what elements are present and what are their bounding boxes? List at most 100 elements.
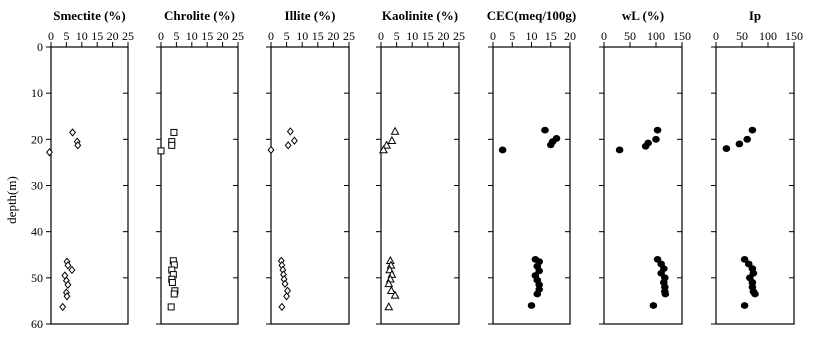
data-point (390, 290, 400, 299)
data-point (168, 141, 176, 149)
data-point (384, 278, 394, 288)
panel-frame (50, 46, 129, 325)
data-point (527, 302, 536, 309)
data-point (63, 292, 71, 301)
y-tick-label: 50 (31, 271, 43, 285)
data-point (652, 135, 660, 143)
data-point (390, 126, 400, 135)
data-point (170, 290, 178, 298)
data-point (722, 145, 731, 152)
data-point (157, 147, 165, 155)
data-point (69, 128, 77, 137)
x-tick-label: 10 (76, 29, 88, 43)
data-point (386, 285, 396, 295)
x-tick-label: 0 (158, 29, 164, 43)
x-tick-label: 5 (173, 29, 179, 43)
x-tick-label: 150 (785, 29, 803, 43)
x-tick-label: 50 (736, 29, 748, 43)
data-point (387, 135, 397, 145)
y-tick-label: 30 (31, 179, 43, 193)
data-point (284, 141, 292, 150)
x-tick-label: 50 (624, 29, 636, 43)
x-tick-label: 15 (312, 29, 324, 43)
data-point (278, 302, 286, 312)
x-tick-label: 15 (201, 29, 213, 43)
data-point (168, 278, 176, 286)
x-tick-label: 15 (91, 29, 103, 43)
x-tick-label: 0 (713, 29, 719, 43)
x-tick-label: 0 (48, 29, 54, 43)
data-point (743, 135, 751, 143)
panels: Smectite (%)0 5 10 15 20 250102030405060Chrol… (31, 8, 803, 331)
panel-frame (270, 46, 350, 325)
panel-frame (603, 46, 683, 325)
data-point (735, 140, 744, 148)
y-tick-label: 20 (31, 132, 43, 146)
y-tick-label: 40 (31, 225, 43, 239)
panel-title: Smectite (%) (53, 8, 126, 23)
x-tick-label: 25 (232, 29, 244, 43)
data-point (64, 261, 72, 270)
data-point (64, 280, 72, 289)
panel-6: wL (%) 0 50 100 150 (599, 8, 691, 325)
y-axis-label: depth(m) (4, 176, 19, 224)
x-tick-label: 100 (759, 29, 777, 43)
y-tick-label: 0 (37, 40, 43, 54)
x-tick-label: 0 (268, 29, 274, 43)
x-tick-label: 15 (422, 29, 434, 43)
panel-5: CEC(meq/100g) 0 5 10 15 20 (487, 8, 577, 325)
x-tick-label: 20 (217, 29, 229, 43)
panel-7: Ip 0 50 100 150 (711, 8, 803, 325)
x-tick-label: 20 (327, 29, 339, 43)
data-point (653, 126, 662, 134)
data-point (170, 128, 178, 136)
data-point (283, 292, 291, 301)
data-point (533, 290, 542, 298)
data-point (74, 141, 82, 150)
data-point (661, 290, 670, 298)
x-tick-label: 0 (490, 29, 496, 43)
panel-frame (492, 46, 571, 325)
data-point (59, 302, 67, 312)
x-tick-label: 5 (509, 29, 515, 43)
x-tick-label: 25 (343, 29, 355, 43)
data-point (740, 255, 749, 263)
data-point (541, 126, 549, 134)
x-tick-label: 25 (122, 29, 134, 43)
x-tick-label: 20 (564, 29, 576, 43)
x-tick-label: 25 (453, 29, 465, 43)
panel-3: Illite (%) 0 5 10 15 20 25 (266, 8, 355, 325)
panel-title: Chrolite (%) (164, 8, 235, 23)
data-point (649, 302, 658, 309)
x-tick-label: 0 (378, 29, 384, 43)
data-point (267, 145, 275, 155)
x-tick-label: 100 (647, 29, 665, 43)
panel-title: wL (%) (622, 8, 664, 23)
panel-title: CEC(meq/100g) (487, 8, 577, 23)
x-tick-label: 15 (545, 29, 557, 43)
data-point (740, 302, 749, 309)
x-tick-label: 10 (186, 29, 198, 43)
x-tick-label: 5 (284, 29, 290, 43)
data-point (384, 302, 394, 311)
x-tick-label: 0 (601, 29, 607, 43)
x-tick-label: 10 (406, 29, 418, 43)
data-point (284, 286, 291, 295)
data-point (748, 126, 757, 134)
x-tick-label: 5 (63, 29, 69, 43)
data-point (615, 146, 624, 154)
data-point (68, 265, 76, 275)
x-tick-label: 20 (437, 29, 449, 43)
panel-title: Kaolinite (%) (382, 8, 458, 23)
y-tick-label: 60 (31, 317, 43, 331)
panel-4: Kaolinite (%) 0 5 10 15 20 25 (376, 8, 465, 325)
data-point (46, 148, 53, 157)
x-tick-label: 10 (296, 29, 308, 43)
x-tick-label: 150 (673, 29, 691, 43)
x-tick-label: 5 (394, 29, 400, 43)
data-point (546, 141, 555, 149)
panel-2: Chrolite (%)0 5 10 15 20 25 (156, 8, 244, 325)
panel-title: Illite (%) (285, 8, 336, 23)
